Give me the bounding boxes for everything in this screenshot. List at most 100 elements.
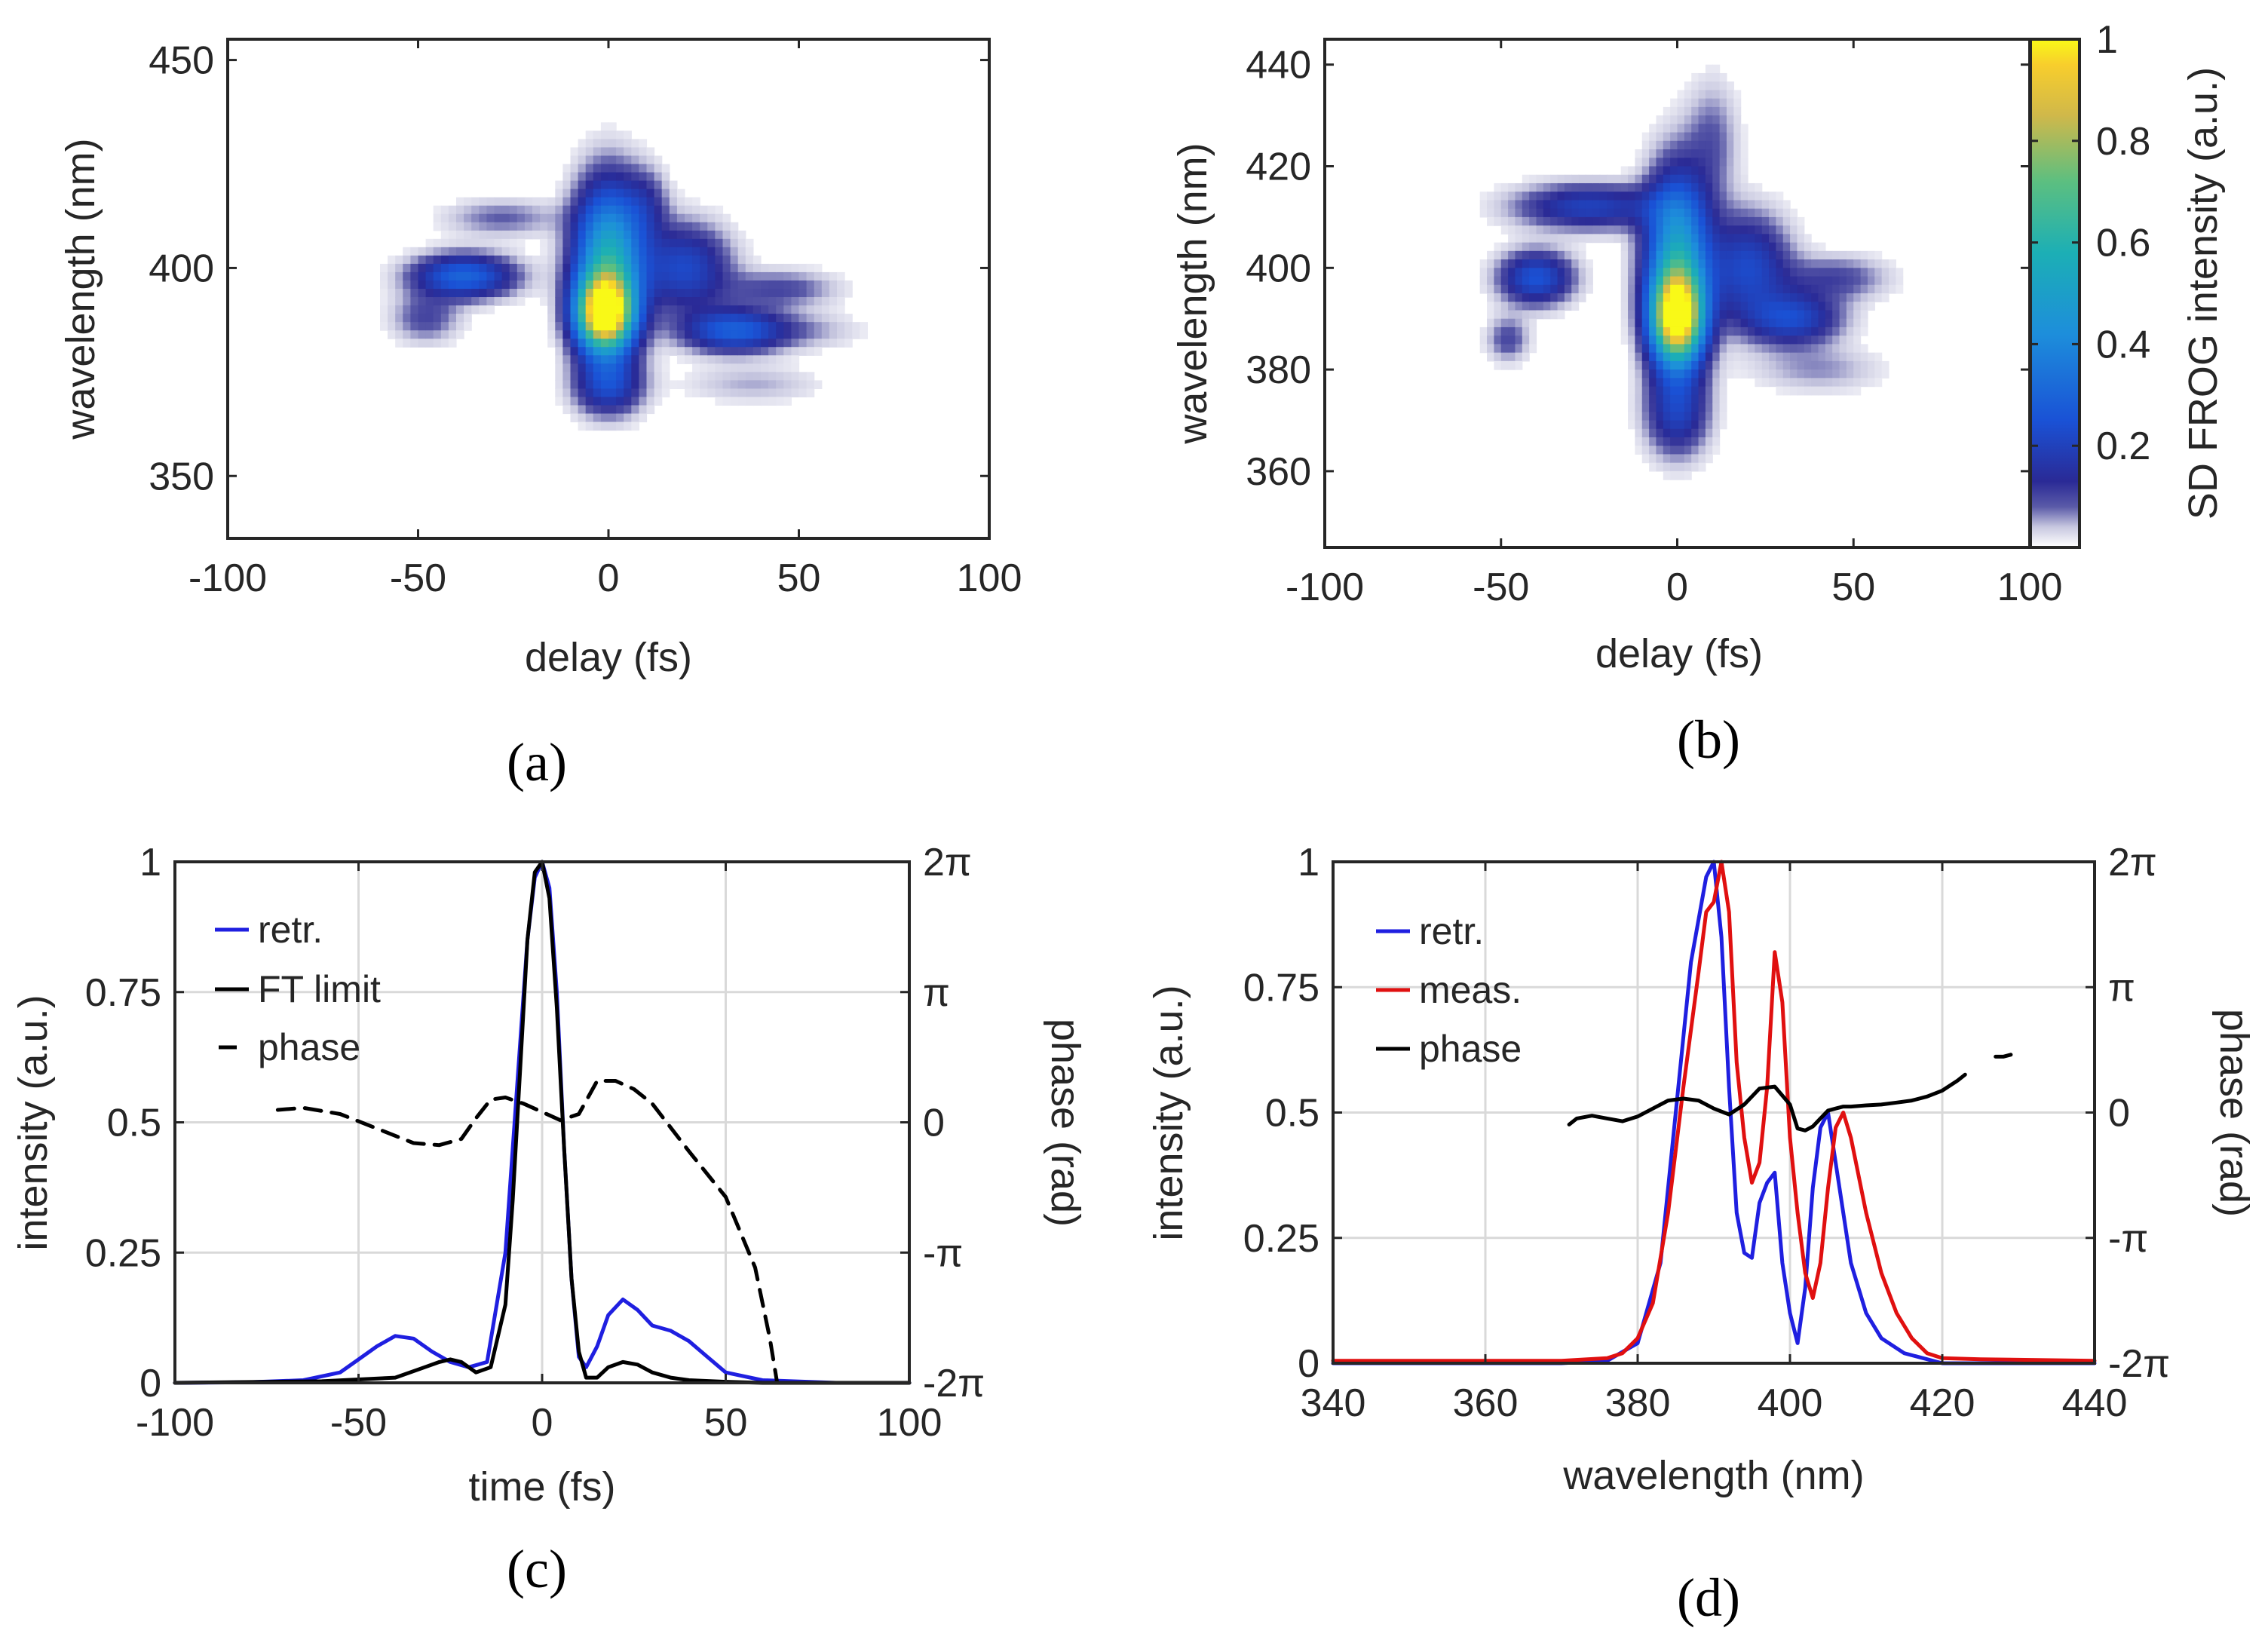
heatmap-cell	[578, 289, 587, 298]
heatmap-cell	[661, 180, 670, 190]
heatmap-cell	[1663, 310, 1671, 320]
heatmap-cell	[479, 205, 487, 215]
heatmap-cell	[1592, 225, 1601, 234]
heatmap-cell	[1641, 284, 1650, 294]
heatmap-cell	[410, 280, 419, 290]
heatmap-cell	[1656, 225, 1664, 234]
heatmap-cell	[646, 147, 655, 157]
heatmap-cell	[1719, 192, 1727, 201]
heatmap-cell	[624, 322, 632, 331]
heatmap-cell	[1733, 302, 1742, 311]
heatmap-cell	[448, 305, 457, 314]
heatmap-cell	[1677, 149, 1685, 158]
heatmap-cell	[1867, 360, 1875, 370]
heatmap-cell	[1719, 242, 1727, 252]
heatmap-cell	[494, 247, 503, 256]
heatmap-cell	[1628, 259, 1635, 268]
heatmap-cell	[1656, 428, 1664, 438]
heatmap-cell	[1494, 344, 1502, 354]
heatmap-cell	[494, 213, 503, 223]
colorbar-label: SD FROG intensity (a.u.)	[2181, 67, 2226, 520]
heatmap-cell	[1550, 200, 1558, 210]
heatmap-cell	[1832, 276, 1840, 286]
heatmap-cell	[616, 255, 624, 265]
heatmap-cell	[600, 280, 609, 290]
heatmap-cell	[1635, 259, 1643, 268]
heatmap-cell	[1804, 302, 1812, 311]
heatmap-cell	[1592, 192, 1601, 201]
heatmap-cell	[555, 372, 563, 381]
heatmap-cell	[1578, 174, 1586, 184]
heatmap-cell	[1797, 318, 1805, 328]
heatmap-cell	[1860, 310, 1868, 320]
heatmap-cell	[776, 363, 784, 372]
heatmap-cell	[410, 255, 419, 265]
heatmap-cell	[1748, 302, 1755, 311]
heatmap-cell	[1712, 200, 1721, 210]
heatmap-cell	[1755, 344, 1763, 354]
heatmap-cell	[806, 263, 815, 273]
heatmap-cell	[509, 230, 518, 240]
heatmap-cell	[669, 189, 678, 198]
heatmap-cell	[1641, 149, 1650, 158]
heatmap-cell	[578, 247, 587, 256]
heatmap-cell	[1733, 225, 1742, 234]
heatmap-cell	[562, 388, 572, 398]
x-tick-label: 420	[1910, 1381, 1975, 1425]
heatmap-cell	[631, 172, 639, 182]
heatmap-cell	[715, 347, 724, 356]
heatmap-cell	[700, 222, 708, 231]
heatmap-cell	[1649, 200, 1657, 210]
heatmap-cell	[501, 222, 510, 231]
heatmap-cell	[661, 197, 670, 207]
y-right-tick-label: π	[2108, 966, 2135, 1010]
heatmap-cell	[1881, 284, 1889, 294]
heatmap-cell	[639, 255, 648, 265]
heatmap-cell	[700, 247, 708, 256]
heatmap-cell	[685, 247, 693, 256]
heatmap-cell	[1508, 293, 1516, 302]
heatmap-cell	[578, 421, 587, 431]
heatmap-cell	[585, 297, 594, 306]
heatmap-cell	[562, 397, 572, 406]
heatmap-cell	[761, 397, 769, 406]
heatmap-cell	[1628, 394, 1635, 404]
heatmap-cell	[1649, 166, 1657, 176]
heatmap-cell	[1649, 360, 1657, 370]
heatmap-cell	[395, 255, 403, 265]
heatmap-cell	[555, 347, 563, 356]
heatmap-cell	[1853, 259, 1862, 268]
heatmap-cell	[1691, 140, 1699, 150]
heatmap-cell	[593, 155, 602, 165]
heatmap-cell	[1698, 428, 1706, 438]
heatmap-cell	[1719, 149, 1727, 158]
heatmap-cell	[1522, 225, 1530, 234]
heatmap-cell	[1825, 250, 1833, 260]
heatmap-cell	[692, 263, 700, 273]
series-ftlimit	[173, 860, 912, 1385]
x-tick-label: 50	[777, 556, 821, 600]
heatmap-cell	[1649, 174, 1657, 184]
heatmap-cell	[1641, 326, 1650, 336]
heatmap-cell	[1691, 166, 1699, 176]
heatmap-cell	[1691, 234, 1699, 244]
heatmap-cell	[1712, 437, 1721, 446]
heatmap-cell	[1719, 234, 1727, 244]
heatmap-cell	[814, 380, 823, 389]
heatmap-cell	[1677, 420, 1685, 430]
heatmap-cell	[1691, 378, 1699, 388]
heatmap-cell	[593, 330, 602, 339]
heatmap-cell	[1698, 462, 1706, 472]
heatmap-cell	[456, 297, 464, 306]
heatmap-cell	[1761, 276, 1770, 286]
heatmap-cell	[479, 280, 487, 290]
heatmap-cell	[1698, 132, 1706, 142]
heatmap-cell	[806, 339, 815, 348]
heatmap-cell	[783, 372, 792, 381]
heatmap-cell	[1670, 437, 1678, 446]
heatmap-cell	[1508, 234, 1516, 244]
heatmap-cell	[1726, 124, 1734, 133]
heatmap-cell	[1670, 174, 1678, 184]
heatmap-cell	[730, 339, 739, 348]
heatmap-cell	[1811, 302, 1819, 311]
